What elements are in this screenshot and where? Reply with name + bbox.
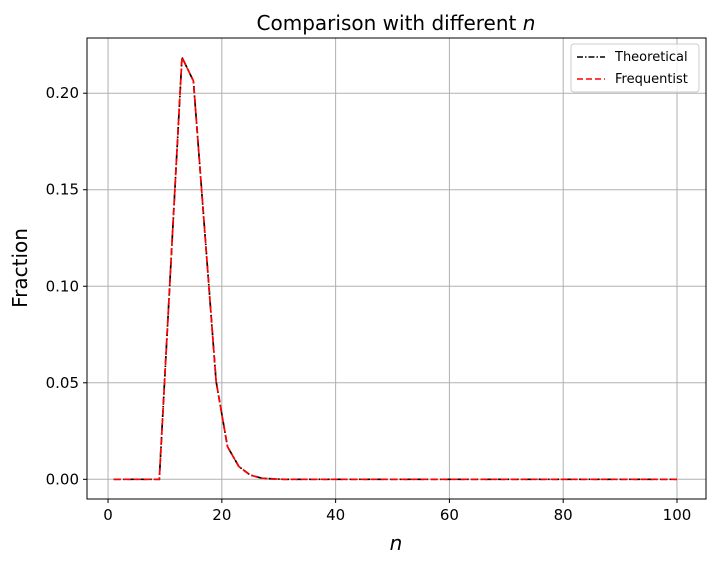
x-tick-label: 40 bbox=[326, 506, 345, 524]
x-tick-label: 80 bbox=[554, 506, 573, 524]
legend-label-theoretical: Theoretical bbox=[614, 50, 688, 65]
series-line-theoretical bbox=[113, 56, 677, 481]
legend-box bbox=[570, 43, 700, 93]
y-tick-label: 0.10 bbox=[46, 277, 79, 295]
legend-label-frequentist: Frequentist bbox=[615, 72, 688, 87]
series-lines bbox=[113, 56, 677, 481]
plot-frame bbox=[86, 37, 707, 500]
y-tick-label: 0.20 bbox=[46, 84, 79, 102]
x-axis-label: n bbox=[390, 531, 403, 555]
x-tick-label: 100 bbox=[663, 506, 692, 524]
grid bbox=[87, 38, 706, 499]
y-tick-label: 0.15 bbox=[46, 181, 79, 199]
x-tick-label: 20 bbox=[212, 506, 231, 524]
chart-title: Comparison with different n bbox=[257, 11, 536, 35]
x-tick-label: 0 bbox=[103, 506, 113, 524]
series-line-frequentist bbox=[113, 56, 677, 481]
x-tick-label: 60 bbox=[440, 506, 459, 524]
legend: Theoretical Frequentist bbox=[570, 43, 700, 93]
y-axis-label: Fraction bbox=[8, 228, 32, 308]
axis-ticks: 0 20 40 60 80 100 0.00 0.05 0.10 0.15 0.20 bbox=[46, 84, 692, 524]
y-tick-label: 0.00 bbox=[46, 470, 79, 488]
y-tick-label: 0.05 bbox=[46, 374, 79, 392]
